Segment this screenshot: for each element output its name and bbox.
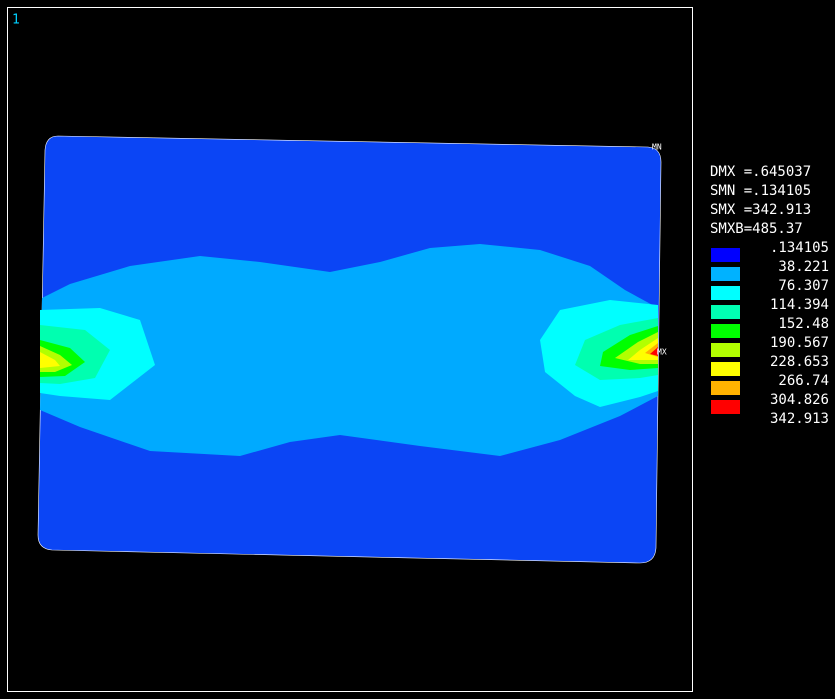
stat-line: SMXB=485.37 [710, 221, 803, 237]
legend-swatch [711, 305, 740, 319]
stat-line: DMX =.645037 [710, 164, 811, 180]
max-label: MX [657, 348, 667, 357]
legend: .134105 38.221 76.307 114.394 152.48 190.567 2… [711, 240, 829, 427]
legend-swatch [711, 267, 740, 281]
stat-line: SMX =342.913 [710, 202, 811, 218]
contour-band [40, 244, 658, 456]
window-number: 1 [12, 13, 20, 28]
stats: DMX =.645037 SMN =.134105 SMX =342.913 SMXB… [710, 164, 811, 237]
legend-swatch [711, 248, 740, 262]
stat-line: SMN =.134105 [710, 183, 811, 199]
legend-value: .134105 [770, 240, 829, 256]
contour-band [40, 352, 60, 368]
contour-band [650, 347, 658, 356]
legend-value: 266.74 [778, 373, 829, 389]
legend-value: 152.48 [778, 316, 829, 332]
legend-swatch [711, 343, 740, 357]
legend-swatch [711, 400, 740, 414]
legend-swatch [711, 381, 740, 395]
legend-value: 304.826 [770, 392, 829, 408]
legend-value: 190.567 [770, 335, 829, 351]
legend-value: 38.221 [778, 259, 829, 275]
legend-swatch [711, 286, 740, 300]
contour-plot: MN MX [37, 135, 667, 564]
legend-value: 76.307 [778, 278, 829, 294]
legend-swatch [711, 324, 740, 338]
viewport-frame [7, 7, 693, 692]
legend-swatch [711, 362, 740, 376]
legend-value: 228.653 [770, 354, 829, 370]
legend-value: 342.913 [770, 411, 829, 427]
min-label: MN [652, 143, 662, 152]
legend-value: 114.394 [770, 297, 829, 313]
